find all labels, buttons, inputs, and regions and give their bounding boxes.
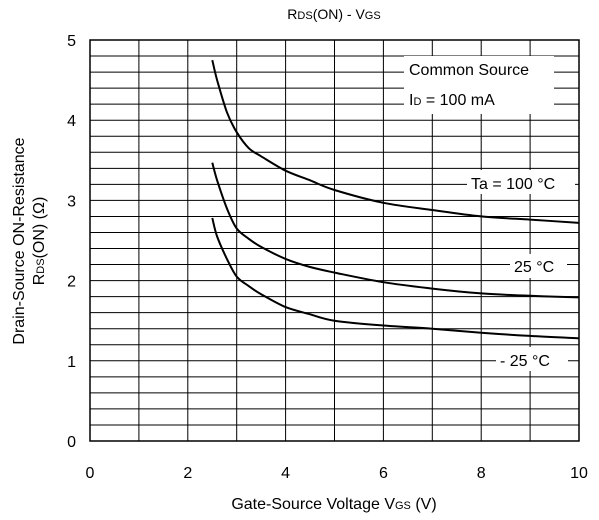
conditions-line1: Common Source bbox=[409, 62, 529, 79]
series-line-2 bbox=[211, 217, 580, 340]
y-axis-label-line1: Drain-Source ON-Resistance bbox=[11, 137, 28, 344]
y-tick-label: 1 bbox=[67, 354, 76, 371]
series-line-0 bbox=[211, 59, 580, 224]
y-axis-label-line2: RDS(ON) (Ω) bbox=[31, 197, 48, 286]
x-tick-label: 10 bbox=[570, 465, 588, 482]
chart-title: RDS(ON) - VGS bbox=[287, 6, 380, 22]
series-label-m25: - 25 °C bbox=[500, 353, 550, 370]
series-label-bg-25 bbox=[510, 254, 567, 278]
y-tick-label: 5 bbox=[67, 33, 76, 50]
series-group bbox=[211, 59, 580, 340]
x-tick-label: 2 bbox=[183, 465, 192, 482]
y-tick-label: 3 bbox=[67, 193, 76, 210]
conditions-box bbox=[404, 56, 554, 114]
y-tick-label: 4 bbox=[67, 113, 76, 130]
plot-frame bbox=[89, 39, 580, 442]
series-label-25: 25 °C bbox=[514, 259, 554, 276]
x-tick-label: 0 bbox=[86, 465, 95, 482]
x-tick-label: 6 bbox=[379, 465, 388, 482]
y-axis-ticks: 0 1 2 3 4 5 bbox=[67, 33, 76, 451]
conditions-line2: ID = 100 mA bbox=[409, 92, 495, 109]
x-axis-label: Gate-Source Voltage VGS (V) bbox=[231, 496, 436, 513]
series-line-1 bbox=[211, 162, 580, 299]
x-tick-label: 8 bbox=[477, 465, 486, 482]
y-tick-label: 0 bbox=[67, 434, 76, 451]
x-axis-ticks: 0 2 4 6 8 10 bbox=[86, 465, 588, 482]
series-label-100: Ta = 100 °C bbox=[471, 176, 555, 193]
series-label-bg-m25 bbox=[496, 347, 568, 371]
x-tick-label: 4 bbox=[281, 465, 290, 482]
series-label-bg-100 bbox=[467, 170, 575, 194]
y-tick-label: 2 bbox=[67, 274, 76, 291]
